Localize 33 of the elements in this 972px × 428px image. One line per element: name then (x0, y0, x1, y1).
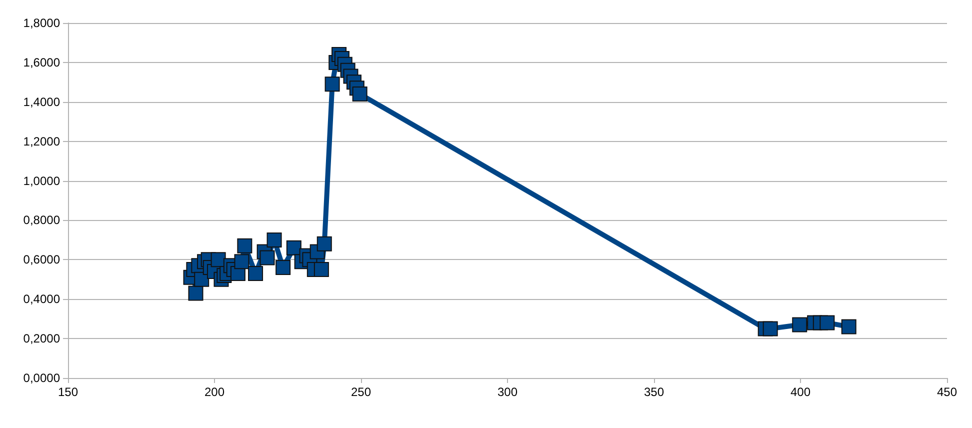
point (248, 266, 264, 281)
x-tick-label: 200 (204, 385, 225, 399)
y-tick-label: 1,0000 (23, 174, 60, 188)
y-tick-label: 1,6000 (23, 55, 60, 70)
point (286, 240, 302, 256)
x-tick-label: 150 (58, 385, 78, 399)
point (237, 238, 252, 254)
point (792, 317, 808, 332)
x-tick-label: 400 (790, 385, 811, 399)
y-tick-label: 1,2000 (23, 134, 60, 148)
point (762, 321, 778, 336)
y-tick-label: 1,8000 (23, 16, 60, 30)
x-tick-label: 300 (497, 385, 518, 399)
x-tick-label: 350 (644, 385, 664, 399)
point (324, 76, 340, 92)
x-tick-label: 450 (936, 385, 958, 399)
point (820, 315, 835, 330)
point (314, 262, 329, 278)
y-tick-label: 1,4000 (23, 94, 60, 109)
y-tick-label: 0,4000 (23, 292, 60, 306)
point (260, 250, 275, 266)
point (188, 286, 204, 301)
point (841, 319, 856, 334)
point (316, 236, 332, 252)
point (266, 232, 282, 248)
point (234, 254, 250, 270)
y-tick-label: 0,2000 (23, 332, 60, 346)
x-tick-label: 250 (350, 385, 372, 399)
point (276, 260, 291, 276)
point (352, 86, 368, 102)
y-tick-label: 0,6000 (23, 252, 60, 267)
y-tick-label: 0,0000 (23, 371, 60, 385)
y-tick-label: 0,8000 (23, 213, 60, 228)
